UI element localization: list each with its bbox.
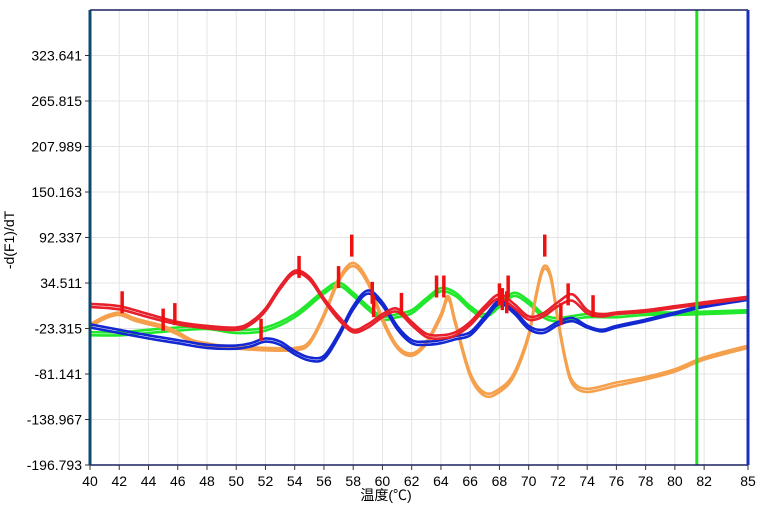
- peak-marker-3: [259, 318, 263, 341]
- marker-layer: [120, 234, 595, 341]
- series-line-1: [88, 271, 750, 340]
- x-tick-label-8: 56: [316, 473, 332, 489]
- x-tick-label-2: 44: [141, 473, 157, 489]
- peak-marker-7: [370, 281, 374, 304]
- peak-marker-13: [500, 288, 505, 311]
- peak-marker-18: [566, 283, 570, 306]
- x-tick-label-13: 66: [462, 473, 478, 489]
- peak-marker-15: [506, 275, 510, 298]
- x-tick-label-12: 64: [433, 473, 449, 489]
- peak-marker-11: [442, 275, 446, 298]
- peak-marker-14: [505, 291, 509, 314]
- x-tick-label-11: 62: [404, 473, 420, 489]
- y-tick-label-3: 150.163: [31, 184, 82, 200]
- y-tick-label-9: -196.793: [27, 457, 82, 473]
- x-tick-label-15: 70: [521, 473, 537, 489]
- x-tick-label-16: 72: [550, 473, 566, 489]
- x-tick-label-17: 74: [579, 473, 595, 489]
- series-line-3: [88, 284, 750, 337]
- x-tick-label-0: 40: [82, 473, 98, 489]
- peak-marker-8: [371, 295, 376, 318]
- series-line-0: [88, 269, 750, 337]
- y-tick-label-5: 34.511: [40, 275, 82, 291]
- peak-marker-12: [497, 283, 502, 306]
- y-tick-label-6: -23.315: [35, 321, 83, 337]
- x-tick-label-4: 48: [199, 473, 215, 489]
- x-tick-label-21: 82: [696, 473, 712, 489]
- x-tick-label-1: 42: [111, 473, 127, 489]
- y-axis-label: -d(F1)/dT: [1, 210, 17, 269]
- series-line-4: [88, 289, 750, 360]
- series-line-5: [88, 292, 750, 363]
- x-axis-label: 温度(℃): [360, 487, 411, 503]
- peak-marker-17: [559, 303, 563, 326]
- peak-marker-19: [591, 295, 595, 318]
- peak-marker-10: [434, 275, 439, 298]
- peak-marker-5: [336, 266, 341, 289]
- x-tick-label-3: 46: [170, 473, 186, 489]
- x-tick-label-22: 85: [740, 473, 756, 489]
- peak-marker-1: [161, 308, 165, 331]
- series-layer: [88, 261, 750, 399]
- peak-marker-6: [350, 234, 354, 257]
- peak-marker-9: [399, 292, 404, 315]
- x-tick-label-18: 76: [609, 473, 625, 489]
- y-tick-label-4: 92.337: [39, 230, 82, 246]
- y-tick-label-1: 265.815: [31, 93, 82, 109]
- y-tick-label-2: 207.989: [31, 139, 82, 155]
- x-axis-ticks: 40 42 44 46 48 50 52 54 56 58 60 62 64 66 68 70 72 74 76 78…: [82, 465, 756, 489]
- x-tick-label-5: 50: [228, 473, 244, 489]
- y-tick-label-7: -81.141: [35, 366, 83, 382]
- peak-marker-16: [543, 234, 547, 257]
- x-tick-label-9: 58: [345, 473, 361, 489]
- y-tick-label-8: -138.967: [27, 412, 82, 428]
- x-tick-label-19: 78: [638, 473, 654, 489]
- x-tick-label-20: 80: [667, 473, 683, 489]
- x-tick-label-10: 60: [375, 473, 391, 489]
- peak-marker-2: [173, 303, 177, 326]
- x-tick-label-7: 54: [287, 473, 303, 489]
- peak-marker-4: [297, 255, 301, 278]
- y-axis-ticks: 323.641 265.815 207.989 150.163 92.337 34.511…: [27, 48, 90, 473]
- y-tick-label-0: 323.641: [31, 48, 82, 64]
- peak-marker-0: [120, 291, 124, 314]
- x-tick-label-6: 52: [258, 473, 274, 489]
- x-tick-label-14: 68: [492, 473, 508, 489]
